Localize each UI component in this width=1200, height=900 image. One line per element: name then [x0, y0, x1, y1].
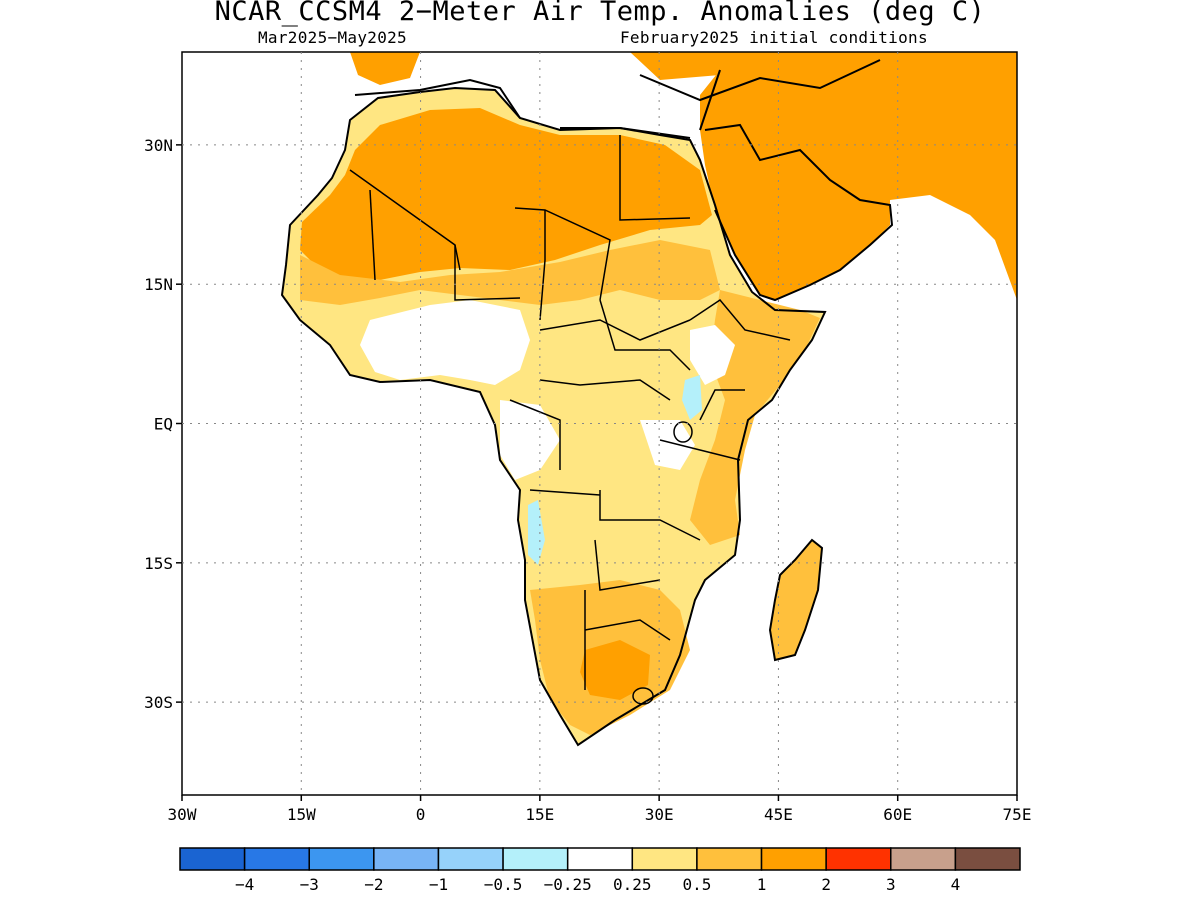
colorbar-swatch — [179, 847, 246, 871]
lon-tick-label: 60E — [883, 805, 912, 824]
colorbar-label: 0.5 — [682, 875, 711, 894]
colorbar: −4 −3 −2 −1 −0.5 −0.25 0.25 0.5 1 2 3 4 — [179, 847, 1021, 894]
lat-tick-label: EQ — [154, 415, 173, 434]
colorbar-label: −0.25 — [544, 875, 592, 894]
colorbar-swatch — [760, 847, 827, 871]
europe-anomaly-field — [350, 52, 420, 85]
initial-conditions: February2025 initial conditions — [620, 28, 928, 47]
lon-tick-label: 15E — [525, 805, 554, 824]
colorbar-label: 3 — [886, 875, 896, 894]
lat-tick-label: 30S — [144, 693, 173, 712]
longitude-labels: 30W 15W 0 15E 30E 45E 60E 75E — [168, 795, 1032, 824]
colorbar-swatch — [308, 847, 375, 871]
colorbar-label: −4 — [235, 875, 254, 894]
lat-tick-label: 15S — [144, 554, 173, 573]
neutral-area-lakes — [640, 420, 695, 470]
neutral-area-guinea — [360, 300, 530, 385]
colorbar-swatch — [437, 847, 504, 871]
lon-tick-label: 0 — [416, 805, 426, 824]
lon-tick-label: 75E — [1003, 805, 1032, 824]
lon-tick-label: 30W — [168, 805, 197, 824]
lat-tick-label: 15N — [144, 275, 173, 294]
cool-anomaly-namibia-coast — [528, 500, 545, 565]
colorbar-swatch — [890, 847, 957, 871]
lon-tick-label: 15W — [287, 805, 316, 824]
forecast-period: Mar2025−May2025 — [258, 28, 407, 47]
cool-anomaly-victoria — [682, 375, 702, 420]
africa-coastline — [280, 86, 827, 747]
colorbar-swatch — [954, 847, 1021, 871]
colorbar-swatch — [566, 847, 634, 871]
neutral-area-east — [690, 325, 735, 385]
colorbar-swatch — [502, 847, 569, 871]
colorbar-label: −2 — [364, 875, 383, 894]
colorbar-label: 4 — [951, 875, 961, 894]
madagascar-field — [768, 538, 824, 662]
country-borders — [349, 135, 791, 690]
graticule — [182, 52, 1017, 795]
neutral-area-congo — [500, 400, 560, 480]
colorbar-label: 2 — [821, 875, 831, 894]
colorbar-label: −0.5 — [484, 875, 523, 894]
lat-tick-label: 30N — [144, 136, 173, 155]
colorbar-label: −3 — [300, 875, 319, 894]
colorbar-label: 1 — [757, 875, 767, 894]
colorbar-swatch — [243, 847, 310, 871]
lon-tick-label: 45E — [764, 805, 793, 824]
colorbar-label: −1 — [429, 875, 448, 894]
map-title: NCAR_CCSM4 2−Meter Air Temp. Anomalies (… — [214, 0, 986, 27]
lon-tick-label: 30E — [645, 805, 674, 824]
colorbar-label: 0.25 — [613, 875, 652, 894]
lake-victoria — [673, 421, 693, 443]
sahel-field — [300, 240, 720, 305]
latitude-labels: 30N 15N EQ 15S 30S — [144, 136, 182, 712]
lesotho-outline — [632, 687, 654, 705]
map-area — [280, 52, 1017, 747]
arabia-anomaly-field — [700, 55, 1017, 300]
colorbar-swatch — [696, 847, 763, 871]
colorbar-swatch — [631, 847, 698, 871]
mediterranean-coastline — [354, 59, 881, 139]
colorbar-swatch — [825, 847, 892, 871]
arabia-coastline — [699, 69, 894, 302]
sahara-warm-field — [300, 108, 712, 280]
europe-east-anomaly-field — [630, 52, 1017, 80]
southern-africa-warm-core — [580, 640, 650, 700]
colorbar-swatch — [373, 847, 440, 871]
